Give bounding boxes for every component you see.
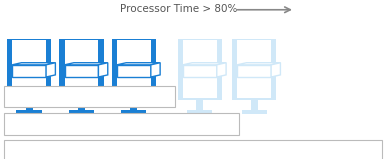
Text: Minimum = 2: Minimum = 2	[54, 92, 125, 102]
Bar	[69, 110, 94, 114]
Bar	[183, 40, 217, 98]
Bar	[117, 40, 151, 98]
Polygon shape	[64, 65, 99, 77]
Bar	[187, 110, 213, 114]
Bar	[178, 39, 222, 100]
Bar	[78, 100, 85, 110]
Bar	[12, 40, 46, 98]
Bar	[59, 39, 104, 100]
Bar	[112, 39, 156, 100]
Polygon shape	[151, 63, 160, 77]
Text: Current capacity = 3: Current capacity = 3	[67, 119, 176, 129]
Bar	[4, 113, 239, 135]
Bar	[64, 40, 99, 98]
Polygon shape	[46, 63, 55, 77]
Polygon shape	[237, 63, 281, 65]
Bar	[7, 39, 51, 100]
Bar	[232, 39, 276, 100]
Bar	[121, 110, 147, 114]
Polygon shape	[237, 65, 271, 77]
Bar	[4, 86, 175, 107]
Polygon shape	[12, 65, 46, 77]
Polygon shape	[117, 63, 160, 65]
Bar	[130, 100, 137, 110]
Polygon shape	[217, 63, 226, 77]
Polygon shape	[12, 63, 55, 65]
Bar	[237, 40, 271, 98]
Text: Maximum = 5: Maximum = 5	[156, 146, 230, 156]
Polygon shape	[117, 65, 151, 77]
Bar	[16, 110, 42, 114]
Polygon shape	[64, 63, 108, 65]
Text: Processor Time > 80%: Processor Time > 80%	[120, 4, 237, 14]
Bar	[241, 110, 267, 114]
Bar	[26, 100, 33, 110]
Polygon shape	[183, 65, 217, 77]
Polygon shape	[271, 63, 281, 77]
Bar	[251, 100, 258, 110]
Bar	[196, 100, 203, 110]
Bar	[4, 140, 382, 159]
Polygon shape	[183, 63, 226, 65]
Polygon shape	[99, 63, 108, 77]
